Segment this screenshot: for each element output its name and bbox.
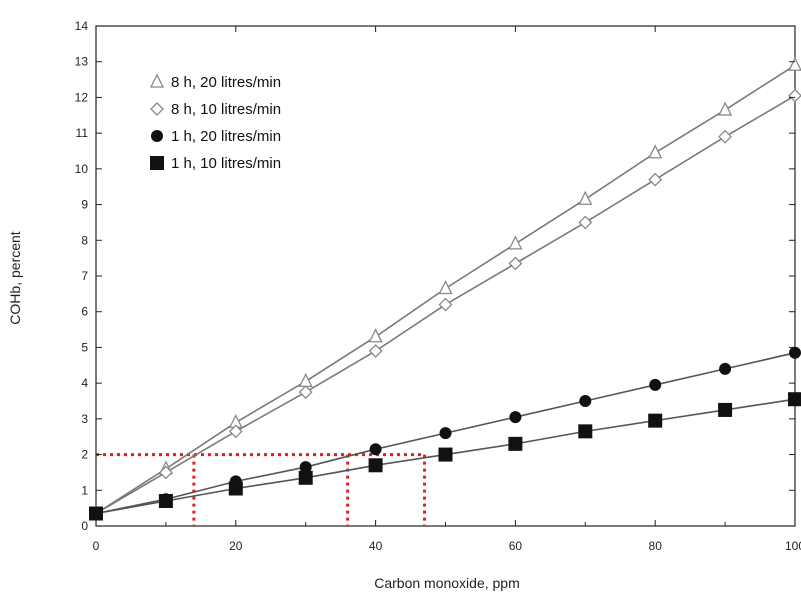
data-point	[439, 427, 452, 440]
y-tick-label: 0	[81, 519, 88, 533]
data-point	[648, 413, 663, 428]
data-point	[298, 470, 313, 485]
data-point	[787, 56, 801, 71]
y-tick-label: 6	[81, 305, 88, 319]
x-tick-label: 100	[785, 539, 801, 553]
data-point	[369, 443, 382, 456]
x-tick-label: 20	[229, 539, 243, 553]
data-point	[299, 461, 312, 474]
y-tick-label: 10	[75, 162, 89, 176]
legend-label: 1 h, 10 litres/min	[171, 155, 281, 172]
x-tick-label: 60	[509, 539, 523, 553]
y-tick-label: 12	[75, 90, 89, 104]
data-point	[509, 411, 522, 424]
y-tick-label: 8	[81, 233, 88, 247]
y-tick-label: 2	[81, 448, 88, 462]
y-tick-label: 13	[75, 55, 89, 69]
data-point	[368, 458, 383, 473]
data-point	[718, 402, 733, 417]
legend-marker	[150, 102, 164, 116]
y-tick-label: 5	[81, 340, 88, 354]
legend-marker	[150, 156, 164, 170]
legend-label: 8 h, 10 litres/min	[171, 101, 281, 118]
x-tick-label: 80	[649, 539, 663, 553]
data-point	[578, 215, 593, 230]
data-point	[579, 395, 592, 407]
data-point	[438, 297, 453, 312]
data-point	[788, 392, 801, 407]
y-tick-label: 1	[81, 483, 88, 497]
legend-label: 8 h, 20 litres/min	[171, 74, 281, 91]
legend-marker	[151, 130, 163, 142]
data-point	[648, 144, 663, 159]
data-point	[298, 372, 313, 388]
data-point	[719, 362, 732, 375]
x-tick-label: 40	[369, 539, 383, 553]
data-point	[158, 465, 173, 480]
data-point	[228, 424, 243, 439]
data-point	[438, 280, 453, 295]
data-point	[368, 344, 383, 358]
data-point	[578, 424, 593, 439]
data-point	[368, 328, 383, 343]
y-tick-label: 3	[81, 412, 88, 426]
data-point	[789, 346, 801, 359]
x-axis-title: Carbon monoxide, ppm	[374, 575, 520, 591]
data-point	[718, 101, 733, 116]
legend-label: 1 h, 20 litres/min	[171, 128, 281, 145]
data-point	[578, 190, 593, 205]
data-point	[718, 129, 733, 144]
y-axis-title: COHb, percent	[7, 231, 23, 324]
data-point	[508, 235, 523, 250]
y-tick-label: 7	[81, 269, 88, 283]
data-point	[649, 378, 662, 391]
y-tick-label: 9	[81, 198, 88, 212]
data-point	[438, 447, 453, 462]
data-point	[788, 88, 801, 103]
legend-marker	[149, 73, 165, 88]
y-tick-label: 4	[81, 376, 88, 390]
y-tick-label: 11	[76, 126, 89, 140]
data-point	[648, 172, 663, 187]
data-point	[508, 256, 523, 271]
x-tick-label: 0	[93, 539, 100, 553]
data-point	[298, 385, 313, 399]
data-point	[89, 506, 103, 521]
data-point	[158, 494, 173, 508]
data-point	[508, 436, 523, 451]
y-tick-label: 14	[75, 19, 89, 33]
data-point	[228, 481, 243, 496]
